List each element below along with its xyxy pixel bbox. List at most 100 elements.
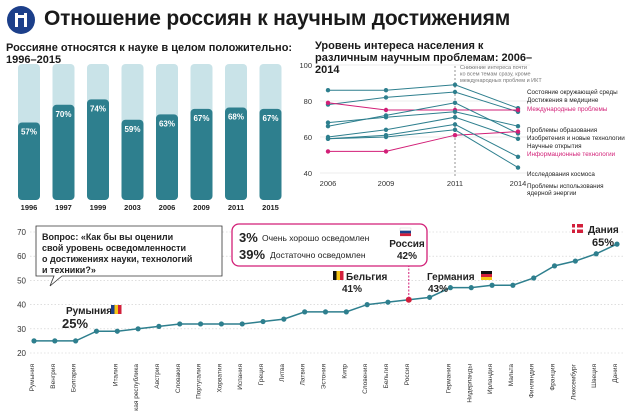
series-label: Состояние окружающей среды: [527, 88, 618, 96]
awareness-point: [52, 338, 58, 344]
series-point: [452, 82, 458, 88]
belgium-value: 41%: [342, 284, 362, 295]
x-tick-label: 2011: [447, 179, 463, 188]
romania-flag-red: [118, 305, 122, 314]
x-category-label: Венгрия: [50, 364, 57, 389]
awareness-point: [239, 321, 245, 327]
romania-flag-blue: [111, 305, 115, 314]
awareness-point: [364, 302, 370, 308]
series-point: [383, 113, 389, 118]
russia-label: Россия: [389, 239, 425, 250]
awareness-point: [197, 321, 204, 327]
series-point: [452, 115, 458, 120]
bar: [87, 99, 109, 200]
awareness-point: [177, 321, 183, 327]
text-line: и техники?»: [42, 265, 96, 275]
series-point: [452, 133, 458, 138]
bar: [259, 108, 282, 200]
text-line: ядерной энергии: [527, 189, 577, 197]
text-line: свой уровень осведомленности: [42, 243, 186, 253]
bar: [52, 104, 75, 200]
series-label: Достижения в медицине: [527, 97, 599, 104]
x-tick-label: 2006: [320, 179, 337, 188]
series-point: [383, 134, 389, 140]
bar-chart-title: Россияне относятся к науке в целом полож…: [6, 42, 293, 66]
text-line: Проблемы использования: [527, 182, 604, 190]
bar-category-label: 2006: [159, 203, 176, 212]
awareness-point: [114, 328, 120, 334]
bar-value-label: 74%: [90, 104, 106, 113]
series-point: [383, 127, 389, 132]
series-point: [515, 124, 521, 129]
series-line: [327, 102, 519, 134]
x-category-label: Люксембург: [569, 363, 577, 400]
series-line: [327, 129, 519, 169]
x-category-label: Россия: [404, 364, 411, 386]
series-line: [328, 84, 519, 109]
romania-value: 25%: [62, 316, 88, 331]
germany-flag-red: [481, 274, 492, 277]
bar: [18, 122, 40, 200]
belgium-label: Бельгия: [346, 272, 388, 283]
russia-value: 42%: [397, 251, 417, 262]
x-category-label: Болгария: [71, 364, 78, 393]
russia-box: [231, 223, 428, 267]
series-point: [325, 124, 331, 129]
awareness-point: [322, 309, 329, 315]
x-category-label: Португалия: [196, 364, 203, 399]
denmark-value: 65%: [592, 237, 614, 249]
x-category-label: Словакия: [175, 364, 182, 394]
series-line: [327, 102, 518, 111]
series-point: [325, 100, 331, 106]
x-category-label: Мальта: [508, 364, 515, 387]
awareness-point: [385, 299, 391, 305]
bar-category-label: 1997: [55, 203, 72, 212]
x-category-label: Румыния: [29, 364, 36, 392]
series-point: [452, 100, 458, 106]
x-category-label: Германия: [445, 364, 452, 394]
series-point: [383, 107, 389, 113]
awareness-point: [218, 321, 224, 327]
question-text: Вопрос: «Как бы вы оценили свой уровень о…: [42, 232, 192, 275]
y-tick-label: 80: [304, 97, 312, 106]
x-category-label: Греция: [258, 364, 265, 386]
russia-text-2: Достаточно осведомлен: [270, 250, 366, 260]
awareness-point: [260, 318, 266, 325]
series-line: [327, 91, 519, 113]
belgium-flag-red: [340, 271, 344, 280]
awareness-point: [135, 326, 141, 332]
series-label: Международные проблемы: [527, 105, 608, 113]
text-line: Снижение интереса почти: [460, 65, 527, 71]
awareness-point: [302, 309, 308, 315]
russia-text-1: Очень хорошо осведомлен: [262, 233, 370, 243]
y-tick-label: 50: [17, 276, 26, 285]
series-line: [327, 111, 519, 127]
awareness-point: [572, 258, 578, 264]
awareness-point: [281, 316, 287, 322]
awareness-point: [551, 263, 558, 269]
hse-logo: [6, 5, 36, 35]
series-label: Исследования космоса: [527, 171, 595, 178]
bar-category-label: 2003: [124, 203, 141, 212]
series-label: Научные открытия: [527, 143, 582, 150]
bar-category-label: 2011: [228, 203, 244, 212]
text-line: Вопрос: «Как бы вы оценили: [42, 232, 173, 242]
series-point: [515, 154, 521, 159]
series-point: [325, 136, 331, 141]
awareness-point: [405, 296, 412, 303]
awareness-point: [510, 282, 516, 288]
x-tick-label: 2014: [510, 179, 527, 188]
awareness-point: [73, 338, 79, 344]
text-line: о достижениях науки, технологий: [42, 254, 192, 264]
awareness-point: [468, 285, 474, 291]
y-tick-label: 40: [17, 301, 26, 310]
romania-label: Румыния: [66, 306, 112, 317]
series-point: [325, 88, 331, 93]
awareness-point: [489, 282, 495, 288]
x-category-label: Ирландия: [487, 364, 494, 394]
x-category-label: Бельгия: [383, 364, 390, 389]
series-point: [452, 89, 458, 95]
y-tick-label: 100: [299, 61, 312, 70]
text-line: международных проблем и ИКТ: [460, 78, 542, 84]
